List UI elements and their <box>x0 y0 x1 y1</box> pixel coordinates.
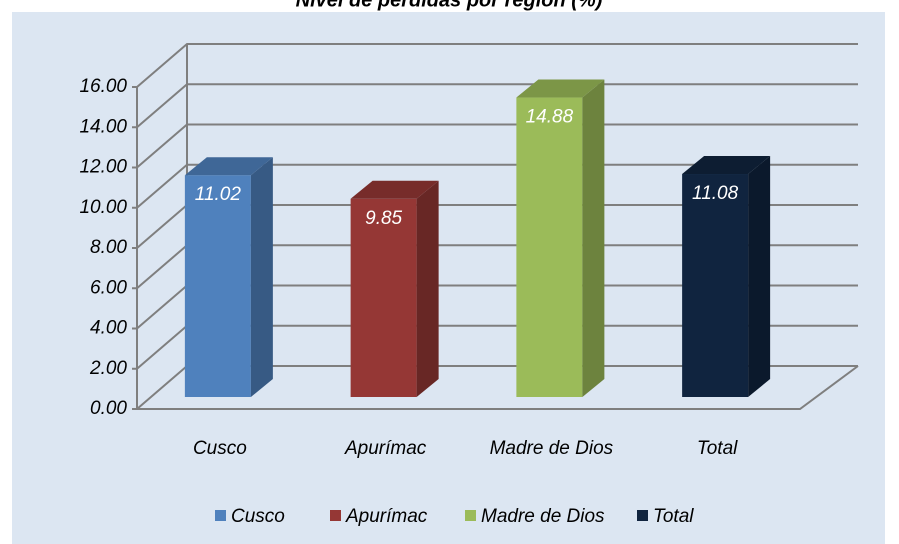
y-tick-label: 0.00 <box>90 398 127 419</box>
legend-swatch <box>215 510 226 521</box>
y-tick-label: 14.00 <box>79 116 127 137</box>
chart-title: Nivel de pérdidas por región (%) <box>296 0 603 11</box>
value-label: 11.08 <box>692 183 739 204</box>
value-label: 14.88 <box>526 107 574 128</box>
y-tick-label: 12.00 <box>79 157 127 178</box>
bar-side <box>748 156 771 397</box>
floor <box>137 365 859 410</box>
legend-swatch <box>637 510 648 521</box>
bar-front <box>516 97 583 397</box>
x-tick-label: Apurímac <box>344 438 427 459</box>
legend-label: Madre de Dios <box>481 506 605 527</box>
bar-top <box>682 156 771 175</box>
bar-side <box>250 157 273 397</box>
bar-front <box>350 198 417 397</box>
bar <box>350 180 439 397</box>
grid-line <box>136 163 858 209</box>
y-tick-label: 6.00 <box>90 277 127 298</box>
value-label: 11.02 <box>195 184 242 205</box>
legend-swatch <box>330 510 341 521</box>
y-tick-label: 10.00 <box>79 197 127 218</box>
y-tick-label: 2.00 <box>89 358 127 379</box>
grid-line <box>136 43 858 88</box>
y-tick-label: 4.00 <box>90 318 127 339</box>
bar-front <box>682 174 749 397</box>
bar-top <box>350 180 439 199</box>
legend-label: Total <box>653 506 694 527</box>
legend-swatch <box>465 510 476 521</box>
bar-side <box>582 79 605 397</box>
bar-side <box>416 180 439 397</box>
x-tick-label: Total <box>697 438 738 459</box>
legend-label: Apurímac <box>345 506 428 527</box>
bar <box>682 156 771 397</box>
bar-front <box>184 175 251 397</box>
grid-line <box>136 123 858 169</box>
bar-top <box>516 79 605 98</box>
bar <box>184 157 273 397</box>
x-tick-label: Madre de Dios <box>490 438 614 459</box>
value-label: 9.85 <box>365 208 402 229</box>
bar-top <box>184 157 273 176</box>
legend-label: Cusco <box>231 506 285 527</box>
y-tick-label: 8.00 <box>90 237 127 258</box>
y-tick-label: 16.00 <box>79 76 127 97</box>
grid-line <box>136 83 858 129</box>
x-tick-label: Cusco <box>193 438 247 459</box>
bar <box>516 79 605 397</box>
